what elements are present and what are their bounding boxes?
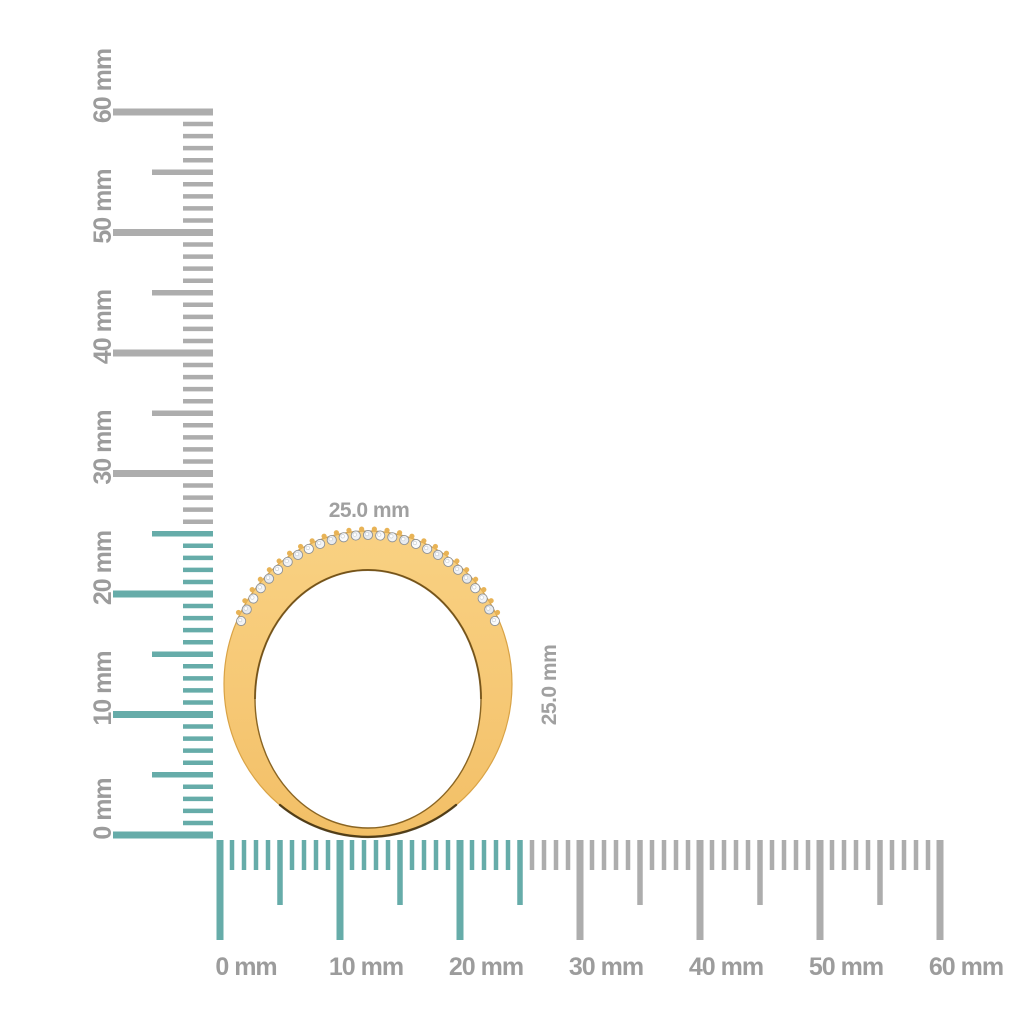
h-ruler-label-10mm: 10 mm bbox=[329, 953, 403, 981]
ring-bottom-shadow-edge bbox=[278, 803, 458, 839]
diamond-facet bbox=[274, 566, 280, 571]
ring-width-dimension-label: 25.0 mm bbox=[329, 499, 410, 522]
v-ruler-label-40mm: 40 mm bbox=[89, 290, 117, 364]
v-ruler-label-20mm: 20 mm bbox=[89, 531, 117, 605]
prong bbox=[454, 558, 460, 564]
diamond-facet bbox=[434, 551, 440, 557]
prong bbox=[371, 526, 377, 532]
prong bbox=[266, 567, 272, 573]
diamond-facet bbox=[424, 545, 429, 551]
ring-inner-top-edge bbox=[254, 569, 482, 700]
prong bbox=[297, 543, 304, 550]
diamond-facet bbox=[389, 534, 394, 539]
diamond-facet bbox=[479, 595, 484, 600]
prong bbox=[249, 587, 255, 593]
diamond-facet bbox=[265, 575, 271, 580]
horizontal-ruler: 0 mm 10 mm 20 mm 30 mm 40 mm 50 mm 60 mm bbox=[215, 840, 1004, 981]
prong bbox=[321, 533, 327, 539]
vertical-ruler: 0 mm 10 mm 20 mm 30 mm 40 mm 50 mm 60 mm bbox=[89, 49, 213, 840]
h-ruler-label-20mm: 20 mm bbox=[449, 953, 523, 981]
h-ruler-label-60mm: 60 mm bbox=[929, 953, 1003, 981]
prong bbox=[443, 550, 450, 556]
diamond-facet bbox=[250, 595, 255, 600]
diamond-facet bbox=[238, 617, 243, 623]
prong bbox=[333, 530, 339, 536]
diamond-facet bbox=[340, 534, 345, 539]
diamond-facet bbox=[377, 532, 382, 537]
diamond-facet bbox=[401, 536, 406, 542]
prong bbox=[473, 576, 479, 582]
ring-height-dimension-label: 25.0 mm bbox=[538, 645, 561, 726]
prong bbox=[276, 558, 282, 564]
v-ruler-label-0mm: 0 mm bbox=[89, 778, 117, 839]
diamond-facet bbox=[472, 585, 477, 590]
h-ruler-label-0mm: 0 mm bbox=[215, 953, 276, 981]
v-ruler-label-50mm: 50 mm bbox=[89, 169, 117, 243]
prong bbox=[346, 527, 352, 533]
diamond-facet bbox=[305, 545, 310, 551]
diamond-facet bbox=[257, 585, 262, 590]
prong bbox=[235, 609, 242, 616]
diamond-facet bbox=[328, 536, 333, 542]
diamond-facet bbox=[463, 575, 469, 580]
diamond-facet bbox=[284, 558, 289, 564]
v-ruler-label-60mm: 60 mm bbox=[89, 49, 117, 123]
diamond-facet bbox=[454, 566, 460, 571]
prong bbox=[494, 609, 501, 616]
h-ruler-label-30mm: 30 mm bbox=[569, 953, 643, 981]
ring-illustration bbox=[223, 526, 513, 839]
h-ruler-label-40mm: 40 mm bbox=[689, 953, 763, 981]
prong bbox=[309, 538, 315, 544]
diamond-facet bbox=[243, 606, 248, 611]
diamond-facet bbox=[294, 551, 300, 557]
prong bbox=[409, 533, 415, 539]
h-ruler-label-50mm: 50 mm bbox=[809, 953, 883, 981]
prong bbox=[432, 543, 439, 550]
prong bbox=[359, 526, 365, 532]
prong bbox=[488, 598, 494, 604]
prong bbox=[481, 587, 487, 593]
v-ruler-label-30mm: 30 mm bbox=[89, 410, 117, 484]
prong bbox=[286, 550, 293, 556]
v-ruler-label-10mm: 10 mm bbox=[89, 651, 117, 725]
diamond-facet bbox=[352, 532, 357, 537]
diamond-facet bbox=[445, 558, 450, 564]
prong bbox=[421, 538, 427, 544]
ring-band-inner bbox=[254, 569, 482, 829]
diamond-facet bbox=[412, 540, 417, 546]
diamond-facet bbox=[364, 531, 370, 537]
prong bbox=[257, 576, 263, 582]
prong bbox=[384, 527, 390, 533]
prong bbox=[242, 598, 248, 604]
diamond-facet bbox=[486, 606, 491, 611]
diamond-facet bbox=[491, 617, 496, 623]
prong bbox=[464, 567, 470, 573]
prong bbox=[397, 530, 403, 536]
diamond-facet bbox=[317, 540, 322, 546]
